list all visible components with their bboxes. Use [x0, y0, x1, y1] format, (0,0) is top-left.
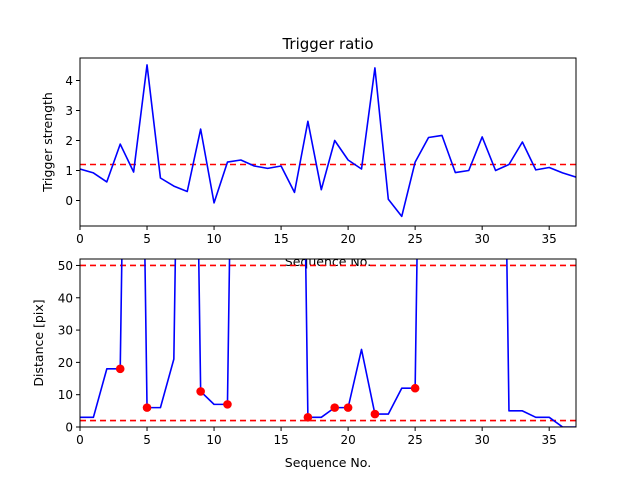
distance-marker-point [410, 383, 420, 393]
trigger-x-tick-label: 0 [76, 232, 84, 246]
distance-y-tick-label: 0 [65, 421, 73, 435]
trigger-y-tick-label: 3 [65, 104, 73, 118]
distance-marker-point [303, 413, 313, 422]
distance-x-tick-label: 10 [206, 433, 221, 447]
distance-y-axis-label: Distance [pix] [31, 299, 46, 386]
distance-y-tick-label: 50 [58, 259, 73, 273]
distance-x-axis-label: Sequence No. [285, 455, 371, 470]
distance-marker-point [115, 364, 125, 374]
distance-x-tick-label: 20 [340, 433, 355, 447]
trigger-y-tick-label: 1 [65, 164, 73, 178]
distance-series-line [80, 259, 576, 427]
trigger-x-tick-label: 25 [407, 232, 422, 246]
trigger-x-tick-label: 10 [206, 232, 221, 246]
trigger-series-line [80, 64, 576, 218]
distance-x-tick-label: 25 [407, 433, 422, 447]
distance-marker-point [343, 403, 353, 412]
distance-marker-point [223, 400, 232, 409]
trigger-x-tick-label: 5 [143, 232, 151, 246]
panel-gap-mask [60, 250, 600, 259]
trigger-axes-frame [79, 57, 577, 227]
trigger-y-tick-label: 2 [65, 134, 73, 148]
trigger-plot-area [80, 64, 576, 218]
distance-ticks: 0 5 10 15 20 25 30 35 0 10 20 30 40 50 [58, 259, 557, 447]
distance-y-tick-label: 30 [58, 324, 73, 338]
trigger-y-tick-label: 4 [65, 74, 73, 88]
trigger-y-axis-label: Trigger strength [40, 92, 55, 193]
distance-plot-area [80, 259, 576, 427]
distance-x-tick-label: 30 [475, 433, 490, 447]
trigger-x-tick-label: 35 [542, 232, 557, 246]
distance-y-tick-label: 10 [58, 388, 73, 402]
distance-axes-frame [79, 258, 577, 428]
distance-marker-point [330, 403, 340, 412]
distance-panel: 0 5 10 15 20 25 30 35 0 10 20 30 40 50 Sequence No. D… [31, 258, 577, 470]
distance-y-tick-label: 40 [58, 291, 73, 305]
trigger-x-tick-label: 20 [340, 232, 355, 246]
distance-marker-point [370, 409, 380, 419]
distance-x-tick-label: 15 [273, 433, 288, 447]
distance-x-tick-label: 35 [542, 433, 557, 447]
distance-x-tick-label: 0 [76, 433, 84, 447]
trigger-y-tick-label: 0 [65, 194, 73, 208]
trigger-ticks: 0 5 10 15 20 25 30 35 0 1 2 3 4 [65, 74, 556, 246]
distance-y-tick-label: 20 [58, 356, 73, 370]
chart-title: Trigger ratio [281, 35, 373, 53]
distance-x-tick-label: 5 [143, 433, 151, 447]
distance-marker-point [142, 403, 152, 412]
trigger-x-tick-label: 15 [273, 232, 288, 246]
distance-marker-point [196, 387, 205, 396]
trigger-x-tick-label: 30 [475, 232, 490, 246]
